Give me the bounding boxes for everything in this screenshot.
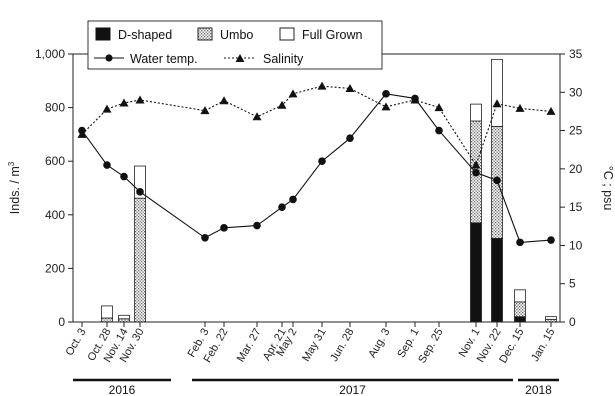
legend-label-salinity: Salinity	[263, 52, 304, 66]
x-tick-label: Aug. 3	[366, 327, 392, 361]
legend-swatch-full-grown	[279, 27, 295, 41]
water-temp-point	[435, 126, 443, 135]
salinity-point	[546, 106, 556, 115]
bar-d-shaped	[470, 222, 482, 323]
bar-full-grown	[545, 316, 557, 320]
legend: D-shaped Umbo Full Grown Water temp. Sal…	[87, 20, 383, 70]
water-temp-point	[278, 203, 286, 211]
y-right-tick-label: 5	[569, 277, 576, 291]
salinity-point	[200, 106, 210, 115]
salinity-point	[492, 99, 502, 108]
salinity-point	[135, 95, 145, 104]
salinity-point	[277, 100, 287, 109]
y-right-tick-label: 35	[569, 47, 583, 61]
y-left-tick-label: 400	[45, 208, 65, 222]
x-tick-label: Jan. 15	[529, 327, 557, 364]
salinity-point	[77, 129, 87, 138]
legend-marker-salinity	[235, 54, 245, 62]
legend-swatch-umbo	[197, 27, 213, 41]
y-left-tick-label: 800	[45, 101, 65, 115]
bar-full-grown	[118, 314, 130, 320]
bar-umbo	[134, 197, 146, 323]
salinity-point	[252, 112, 262, 121]
water-temp-point	[253, 221, 261, 230]
year-label: 2018	[525, 383, 552, 396]
salinity-point	[288, 89, 298, 98]
y-axis-left: 0 200 400 600 800 1,000	[35, 47, 73, 329]
salinity-point	[345, 83, 355, 92]
salinity-point	[381, 102, 391, 111]
y-left-tick-label: 1,000	[35, 47, 65, 61]
bar-full-grown	[514, 289, 526, 303]
water-temp-point	[382, 90, 390, 98]
bar-d-shaped	[491, 237, 503, 323]
legend-label-umbo: Umbo	[220, 28, 253, 42]
salinity-point	[219, 96, 229, 105]
year-bars: 2016 2017 2018	[73, 378, 559, 396]
salinity-point	[317, 81, 327, 90]
legend-label-d-shaped: D-shaped	[118, 28, 172, 42]
y-right-tick-label: 0	[569, 315, 576, 329]
bar-umbo	[514, 301, 526, 318]
y-axis-right-label: °C ; psu	[601, 166, 615, 211]
water-temp-point	[103, 161, 111, 169]
salinity-point	[434, 103, 444, 112]
legend-marker-water-temp	[105, 54, 113, 62]
legend-frame	[87, 20, 383, 70]
y-right-tick-label: 15	[569, 200, 583, 214]
y-axis-right: 0 5 10 15 20 25 30 35	[560, 47, 583, 329]
water-temp-point	[136, 188, 144, 196]
y-axis-left-label: Inds. / m3	[7, 161, 22, 214]
water-temp-point	[516, 238, 524, 247]
water-temp-point	[220, 224, 228, 232]
salinity-point	[102, 104, 112, 113]
bar-full-grown	[470, 103, 482, 122]
water-temp-point	[120, 172, 128, 181]
salinity-point	[515, 103, 525, 112]
water-temp-point	[201, 233, 209, 242]
y-left-tick-label: 200	[45, 261, 65, 275]
water-temp-point	[472, 168, 480, 177]
water-temp-point	[493, 176, 501, 185]
year-label: 2016	[109, 383, 136, 396]
plot-frame	[72, 53, 561, 323]
bar-full-grown	[491, 58, 503, 127]
legend-label-water-temp: Water temp.	[130, 52, 198, 66]
x-tick-label: Mar. 27	[235, 327, 264, 365]
y-left-tick-label: 0	[58, 315, 65, 329]
bar-full-grown	[134, 165, 146, 199]
year-label: 2017	[339, 383, 366, 396]
water-temp-point	[318, 157, 326, 165]
salinity-line	[81, 85, 552, 167]
water-temp-point	[346, 134, 354, 143]
y-right-tick-label: 30	[569, 85, 583, 99]
water-temp-point	[547, 236, 555, 244]
bar-d-shaped	[514, 316, 526, 323]
salinity-point	[471, 160, 481, 169]
bars-layer	[101, 58, 557, 323]
x-tick-label: Oct. 3	[64, 327, 89, 358]
salinity-point	[410, 95, 420, 104]
x-tick-label: Jun. 28	[328, 327, 356, 364]
y-right-tick-label: 25	[569, 124, 583, 138]
bar-full-grown	[101, 305, 113, 319]
y-left-tick-label: 600	[45, 154, 65, 168]
salinity-point	[119, 98, 129, 107]
legend-swatch-d-shaped	[95, 27, 111, 41]
lines-layer	[77, 81, 556, 247]
bar-umbo	[101, 317, 113, 323]
water-temp-point	[289, 195, 297, 204]
x-tick-label: May 31	[300, 327, 328, 364]
y-right-tick-label: 20	[569, 162, 583, 176]
y-right-tick-label: 10	[569, 238, 583, 252]
legend-label-full-grown: Full Grown	[302, 28, 362, 42]
